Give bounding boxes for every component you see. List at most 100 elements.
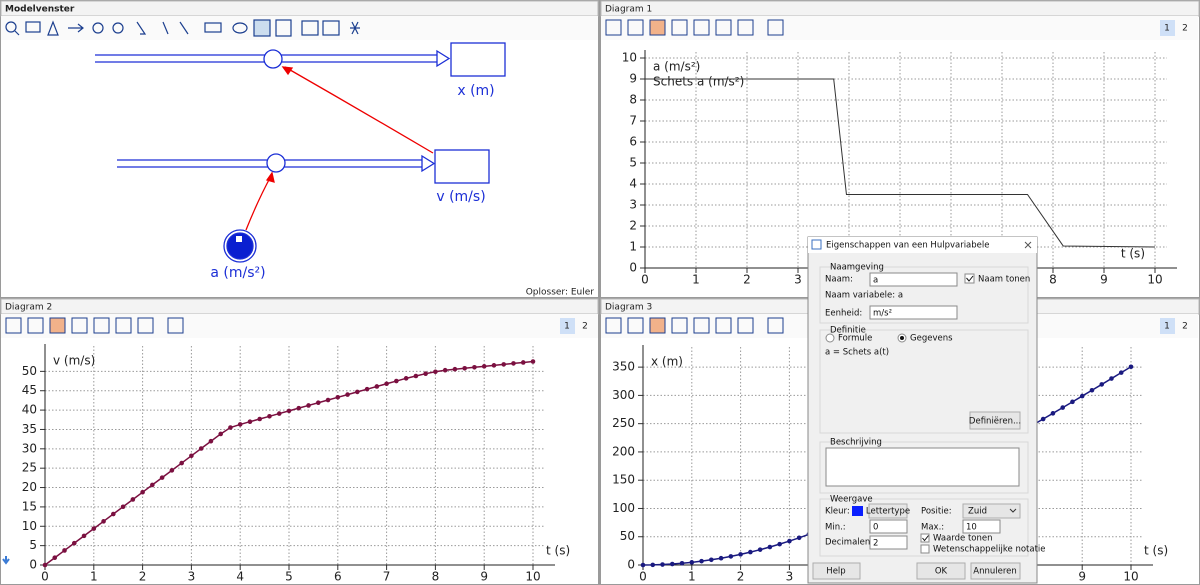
point — [1109, 376, 1114, 381]
tool-icon[interactable] — [767, 317, 784, 334]
checkbox[interactable] — [964, 273, 975, 284]
tab[interactable]: 2 — [1182, 322, 1188, 332]
tool-icon[interactable] — [715, 19, 732, 36]
point — [442, 367, 448, 373]
valve[interactable] — [263, 49, 283, 69]
point — [159, 475, 165, 480]
tab-active[interactable] — [1160, 20, 1175, 36]
label: Naam tonen — [978, 275, 1030, 285]
dialog-title-bar — [808, 237, 1037, 253]
stock[interactable] — [450, 42, 506, 77]
tool-icon[interactable] — [649, 317, 666, 334]
button[interactable] — [970, 562, 1021, 580]
y-tick-label: 5 — [29, 538, 37, 552]
tool-icon[interactable] — [627, 19, 644, 36]
select[interactable] — [962, 503, 1021, 519]
tool-icon[interactable] — [737, 317, 754, 334]
point — [189, 453, 194, 459]
tool-icon[interactable] — [115, 317, 132, 334]
button[interactable] — [969, 411, 1021, 430]
tab[interactable]: 2 — [582, 322, 588, 332]
button[interactable] — [916, 562, 966, 580]
tab-active[interactable] — [1160, 318, 1175, 334]
tool-icon[interactable] — [93, 317, 110, 334]
button[interactable] — [868, 503, 908, 519]
x-tick-label: 9 — [480, 570, 488, 584]
point — [384, 381, 389, 387]
toolbar — [601, 16, 1198, 40]
point — [179, 460, 184, 466]
decimals-input[interactable] — [869, 535, 908, 550]
tool-icon[interactable] — [737, 19, 754, 36]
point — [276, 411, 282, 416]
unit-input[interactable] — [869, 305, 958, 320]
tool-icon[interactable] — [767, 19, 784, 36]
y-tick-label: 200 — [612, 444, 635, 458]
flow-arrow — [421, 154, 436, 173]
tab[interactable]: 1 — [1164, 24, 1170, 34]
point — [472, 364, 477, 370]
point — [640, 562, 646, 568]
label: Positie: — [921, 507, 952, 517]
label: Waarde tonen — [933, 534, 993, 544]
name-input[interactable] — [869, 272, 958, 287]
button[interactable] — [812, 562, 861, 580]
point — [452, 366, 458, 372]
checkbox[interactable] — [920, 544, 930, 554]
tab[interactable]: 1 — [564, 322, 570, 332]
color-swatch[interactable] — [852, 506, 863, 516]
dialog-icon — [811, 239, 822, 250]
tool-icon[interactable] — [71, 317, 88, 334]
y-tick-label: 5 — [629, 156, 637, 170]
checkbox[interactable] — [920, 533, 930, 543]
tool-icon[interactable] — [693, 317, 710, 334]
tool-icon[interactable] — [671, 317, 688, 334]
tool-icon[interactable] — [137, 317, 154, 334]
point — [1070, 399, 1075, 405]
point — [62, 548, 67, 553]
toolbar-icons[interactable] — [5, 19, 360, 37]
tool-icon[interactable] — [605, 19, 622, 36]
x-axis-label: t (s) — [546, 544, 570, 558]
tool-icon[interactable] — [649, 19, 666, 36]
y-axis-label: v (m/s) — [53, 354, 95, 368]
tool-icon[interactable] — [49, 317, 66, 334]
y-axis-label: a (m/s²) — [653, 60, 700, 74]
tab[interactable]: 2 — [1182, 24, 1188, 34]
y-tick-label: 30 — [22, 441, 37, 455]
tool-icon[interactable] — [27, 317, 44, 334]
window-title: Diagram 2 — [5, 303, 52, 313]
tool-icon[interactable] — [715, 317, 732, 334]
x-tick-label: 2 — [743, 273, 751, 287]
tool-icon[interactable] — [627, 317, 644, 334]
x-tick-label: 0 — [41, 570, 49, 584]
radio[interactable] — [825, 333, 835, 343]
tool-icon[interactable] — [5, 317, 22, 334]
point — [679, 561, 685, 566]
flow-arrow — [436, 49, 451, 68]
point — [520, 360, 526, 365]
point — [462, 365, 467, 371]
scroll-icon[interactable] — [2, 556, 10, 565]
tool-icon[interactable] — [605, 317, 622, 334]
group — [819, 441, 1029, 494]
close[interactable] — [1024, 241, 1032, 249]
tool-icon[interactable] — [693, 19, 710, 36]
tab[interactable]: 1 — [1164, 322, 1170, 332]
x-tick-label: 7 — [383, 570, 391, 584]
tool-icon[interactable] — [671, 19, 688, 36]
tab-active[interactable] — [560, 318, 575, 334]
stock[interactable] — [434, 149, 490, 184]
label: Max.: — [921, 523, 944, 533]
textarea[interactable] — [825, 447, 1020, 487]
valve[interactable] — [266, 153, 286, 173]
point — [777, 541, 782, 547]
max-input[interactable] — [962, 519, 1001, 534]
label: Kleur: — [825, 507, 850, 517]
point — [315, 400, 321, 406]
button-label: OK — [935, 567, 948, 577]
point — [511, 361, 516, 366]
tool-icon[interactable] — [167, 317, 184, 334]
min-input[interactable] — [869, 519, 908, 534]
